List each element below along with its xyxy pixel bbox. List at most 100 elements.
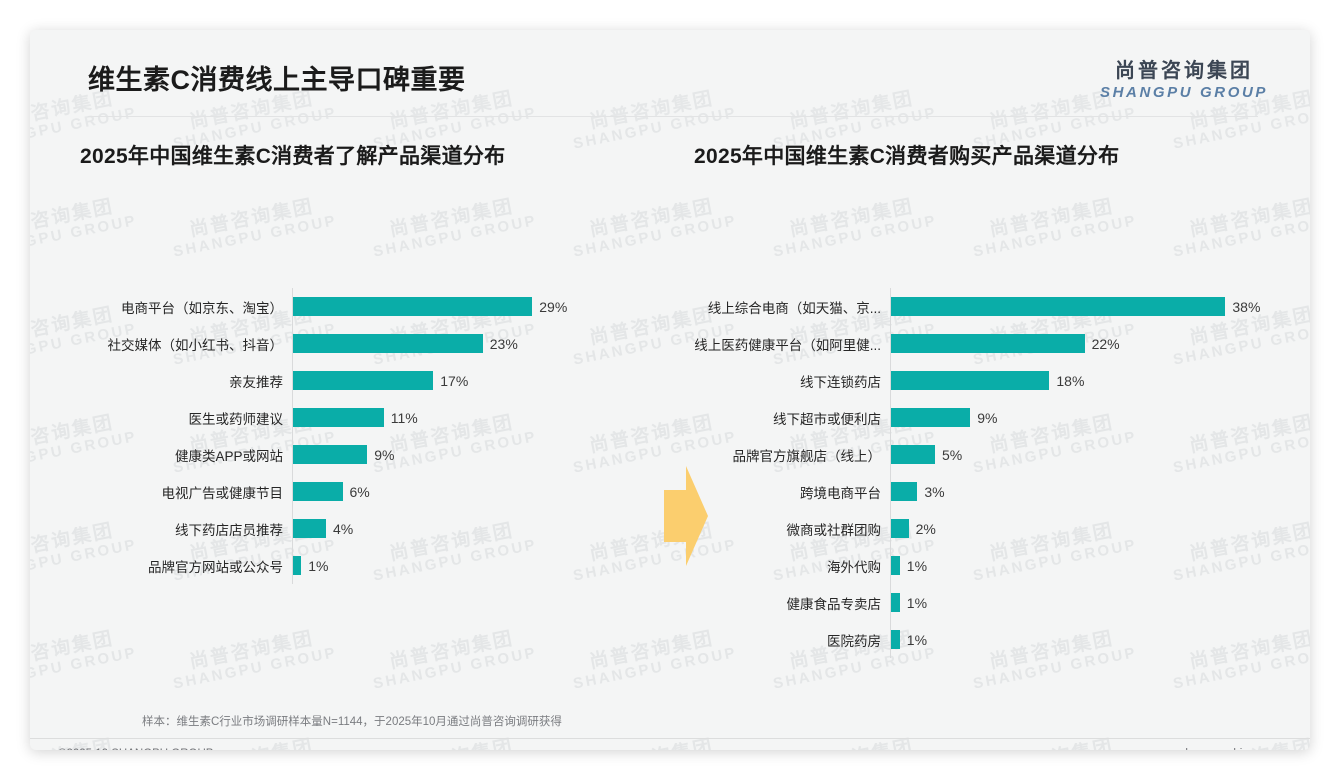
bar — [293, 371, 434, 390]
bar-row: 电商平台（如京东、淘宝） 29% — [80, 288, 680, 325]
bar-value-label: 29% — [539, 298, 568, 315]
bar-track: 1% — [890, 584, 1280, 621]
bar — [891, 519, 909, 538]
logo-chinese-text: 尚普咨询集团 — [1115, 60, 1253, 82]
bar — [891, 334, 1085, 353]
bar-row: 线下连锁药店 18% — [680, 362, 1280, 399]
bar-track: 1% — [890, 547, 1280, 584]
bar-value-label: 9% — [977, 409, 998, 426]
bar-row: 健康食品专卖店 1% — [680, 584, 1280, 621]
bar-track: 1% — [292, 547, 680, 584]
bar-category-label: 品牌官方网站或公众号 — [148, 559, 283, 575]
bar-category-label: 品牌官方旗舰店（线上） — [732, 448, 882, 464]
bar-track: 1% — [890, 621, 1280, 658]
slide-canvas: 尚普咨询集团 SHANGPU GROUP 尚普咨询集团 SHANGPU GROUP 尚普… — [30, 30, 1310, 750]
bar-row: 线上医药健康平台（如阿里健... 22% — [680, 325, 1280, 362]
bar — [293, 334, 483, 353]
bar-row: 健康类APP或网站 9% — [80, 436, 680, 473]
bar-track: 22% — [890, 325, 1280, 362]
bar — [293, 445, 368, 464]
bar-chart-left: 电商平台（如京东、淘宝） 29% 社交媒体（如小红书、抖音） 23% 亲友推荐 17% 医生… — [80, 288, 680, 584]
bar-value-label: 22% — [1091, 335, 1120, 352]
bar — [891, 445, 935, 464]
right-arrow-icon — [658, 464, 710, 568]
bar-track: 5% — [890, 436, 1280, 473]
bar-track: 9% — [292, 436, 680, 473]
bar-category-label: 线下超市或便利店 — [773, 411, 881, 427]
chart-panel-purchase: 2025年中国维生素C消费者购买产品渠道分布 线上综合电商（如天猫、京... 38… — [680, 140, 1280, 680]
bar-category-label: 海外代购 — [827, 559, 881, 575]
bar-category-label: 电商平台（如京东、淘宝） — [121, 300, 283, 316]
bar-category-label: 线上医药健康平台（如阿里健... — [694, 337, 881, 353]
bar — [891, 371, 1050, 390]
bar-value-label: 11% — [390, 409, 418, 426]
bar-track: 29% — [292, 288, 680, 325]
bar-category-label: 电视广告或健康节目 — [161, 485, 284, 501]
bar-value-label: 1% — [906, 631, 928, 648]
bar-value-label: 1% — [906, 594, 928, 611]
bar-track: 2% — [890, 510, 1280, 547]
bar-row: 医生或药师建议 11% — [80, 399, 680, 436]
footer-divider — [30, 738, 1310, 739]
bar-row: 品牌官方旗舰店（线上） 5% — [680, 436, 1280, 473]
bar-value-label: 17% — [440, 372, 469, 389]
bar-category-label: 健康类APP或网站 — [174, 448, 283, 464]
chart-panel-awareness: 2025年中国维生素C消费者了解产品渠道分布 电商平台（如京东、淘宝） 29% 社交… — [80, 140, 680, 680]
bar-category-label: 医院药房 — [827, 633, 881, 649]
bar — [293, 519, 326, 538]
bar-row: 线上综合电商（如天猫、京... 38% — [680, 288, 1280, 325]
bar-chart-right: 线上综合电商（如天猫、京... 38% 线上医药健康平台（如阿里健... 22% 线下连… — [680, 288, 1280, 658]
bar-value-label: 18% — [1056, 372, 1085, 389]
bar-category-label: 亲友推荐 — [229, 374, 283, 390]
bar-track: 11% — [292, 399, 680, 436]
bar-category-label: 线下连锁药店 — [800, 374, 881, 390]
bar-track: 3% — [890, 473, 1280, 510]
website-link[interactable]: www.shangpu-china.com — [1152, 748, 1280, 750]
bar-track: 17% — [292, 362, 680, 399]
bar-track: 18% — [890, 362, 1280, 399]
bar — [891, 630, 900, 649]
bar-row: 医院药房 1% — [680, 621, 1280, 658]
brand-logo: 尚普咨询集团 SHANGPU GROUP — [1100, 54, 1268, 101]
sample-note: 样本：维生素C行业市场调研样本量N=1144，于2025年10月通过尚普咨询调研… — [142, 716, 562, 728]
bar-row: 线下超市或便利店 9% — [680, 399, 1280, 436]
bar — [891, 297, 1226, 316]
bar-value-label: 2% — [915, 520, 936, 537]
bar-value-label: 9% — [374, 446, 395, 463]
bar-row: 跨境电商平台 3% — [680, 473, 1280, 510]
bar-category-label: 社交媒体（如小红书、抖音） — [107, 337, 284, 353]
bar-track: 38% — [890, 288, 1280, 325]
charts-container: 2025年中国维生素C消费者了解产品渠道分布 电商平台（如京东、淘宝） 29% 社交… — [30, 140, 1310, 680]
bar-row: 社交媒体（如小红书、抖音） 23% — [80, 325, 680, 362]
bar — [293, 482, 343, 501]
bar — [293, 408, 384, 427]
bar-value-label: 1% — [308, 557, 329, 574]
bar — [891, 556, 900, 575]
bar-track: 23% — [292, 325, 680, 362]
header-divider — [88, 116, 1258, 117]
bar-row: 微商或社群团购 2% — [680, 510, 1280, 547]
bar-category-label: 跨境电商平台 — [800, 485, 881, 501]
logo-english-text: SHANGPU GROUP — [1100, 84, 1268, 101]
bar-value-label: 3% — [924, 483, 945, 500]
bar — [293, 556, 302, 575]
bar-value-label: 5% — [942, 446, 963, 463]
bar-value-label: 1% — [906, 557, 928, 574]
bar — [293, 297, 533, 316]
slide-header: 维生素C消费线上主导口碑重要 尚普咨询集团 SHANGPU GROUP — [30, 30, 1310, 118]
bar-category-label: 健康食品专卖店 — [786, 596, 882, 612]
bar-value-label: 23% — [489, 335, 518, 352]
bar-track: 4% — [292, 510, 680, 547]
bar-row: 品牌官方网站或公众号 1% — [80, 547, 680, 584]
bar-category-label: 线下药店店员推荐 — [175, 522, 283, 538]
bar-track: 6% — [292, 473, 680, 510]
bar-category-label: 线上综合电商（如天猫、京... — [707, 300, 881, 316]
page-title: 维生素C消费线上主导口碑重要 — [88, 65, 466, 95]
bar-category-label: 微商或社群团购 — [786, 522, 882, 538]
bar-track: 9% — [890, 399, 1280, 436]
bar — [891, 408, 971, 427]
bar-row: 海外代购 1% — [680, 547, 1280, 584]
